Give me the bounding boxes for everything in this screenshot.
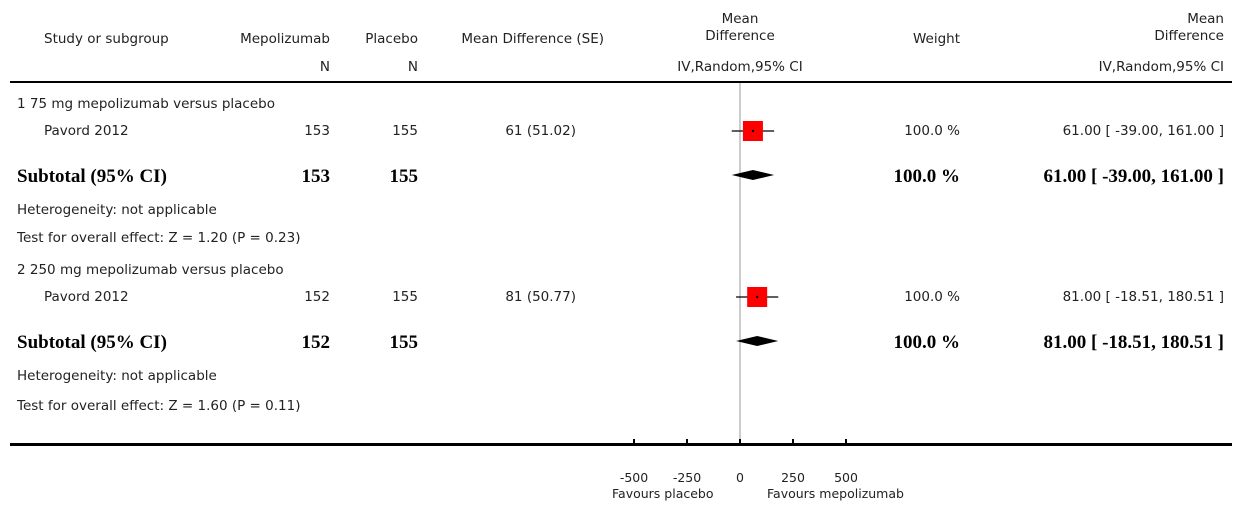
x-axis-tick-label: -500 xyxy=(620,470,648,485)
x-axis-tick-label: 250 xyxy=(781,470,805,485)
x-axis-tick-label: 0 xyxy=(736,470,744,485)
subtotal-exp-n: 153 xyxy=(301,166,331,187)
header-study: Study or subgroup xyxy=(44,31,169,47)
study-weight: 100.0 % xyxy=(904,289,960,305)
subtotal-weight: 100.0 % xyxy=(893,166,961,187)
study-exp-n: 152 xyxy=(304,289,330,305)
subtotal-label: Subtotal (95% CI) xyxy=(17,166,167,187)
study-ctrl-n: 155 xyxy=(392,123,418,139)
study-md-se: 81 (50.77) xyxy=(505,289,576,305)
footer-rule xyxy=(10,443,1232,446)
study-exp-n: 153 xyxy=(304,123,330,139)
favours-left-label: Favours placebo xyxy=(612,486,714,501)
header-plot-title-1: Mean xyxy=(721,11,759,27)
header-ctrl-n: N xyxy=(407,59,418,75)
header-exp-group: Mepolizumab xyxy=(240,31,330,47)
header-rule xyxy=(10,81,1232,83)
x-axis-tick-label: -250 xyxy=(673,470,701,485)
study-point-estimate xyxy=(751,129,755,133)
subgroup-title: 1 75 mg mepolizumab versus placebo xyxy=(17,96,275,112)
subtotal-ctrl-n: 155 xyxy=(389,332,419,353)
subtotal-diamond xyxy=(736,336,779,346)
header-md-method: IV,Random,95% CI xyxy=(1098,59,1224,75)
favours-right-label: Favours mepolizumab xyxy=(767,486,904,501)
header-md-title-1: Mean xyxy=(1187,11,1224,27)
subtotal-ctrl-n: 155 xyxy=(389,166,419,187)
header-ctrl-group: Placebo xyxy=(365,31,418,47)
subgroup-title: 2 250 mg mepolizumab versus placebo xyxy=(17,262,284,278)
header-weight: Weight xyxy=(912,31,960,47)
overall-effect-text: Test for overall effect: Z = 1.60 (P = 0… xyxy=(17,398,301,414)
header-plot-title-2: Difference xyxy=(705,28,775,44)
subtotal-weight: 100.0 % xyxy=(893,332,961,353)
study-name: Pavord 2012 xyxy=(44,123,129,139)
x-axis-tick-label: 500 xyxy=(834,470,858,485)
header-md-title-2: Difference xyxy=(1154,28,1224,44)
subtotal-label: Subtotal (95% CI) xyxy=(17,332,167,353)
subtotal-ci-text: 81.00 [ -18.51, 180.51 ] xyxy=(1043,332,1224,353)
study-ci-text: 61.00 [ -39.00, 161.00 ] xyxy=(1062,123,1224,139)
overall-effect-text: Test for overall effect: Z = 1.20 (P = 0… xyxy=(17,230,301,246)
study-weight: 100.0 % xyxy=(904,123,960,139)
subtotal-ci-text: 61.00 [ -39.00, 161.00 ] xyxy=(1043,166,1224,187)
study-point-estimate xyxy=(755,295,759,299)
study-name: Pavord 2012 xyxy=(44,289,129,305)
header-plot-method: IV,Random,95% CI xyxy=(677,59,803,75)
study-md-se: 61 (51.02) xyxy=(505,123,576,139)
heterogeneity-text: Heterogeneity: not applicable xyxy=(17,202,217,218)
subtotal-exp-n: 152 xyxy=(301,332,331,353)
subtotal-diamond xyxy=(731,170,775,180)
heterogeneity-text: Heterogeneity: not applicable xyxy=(17,368,217,384)
header-exp-n: N xyxy=(319,59,330,75)
header-md-se: Mean Difference (SE) xyxy=(461,31,604,47)
study-ctrl-n: 155 xyxy=(392,289,418,305)
study-ci-text: 81.00 [ -18.51, 180.51 ] xyxy=(1062,289,1224,305)
